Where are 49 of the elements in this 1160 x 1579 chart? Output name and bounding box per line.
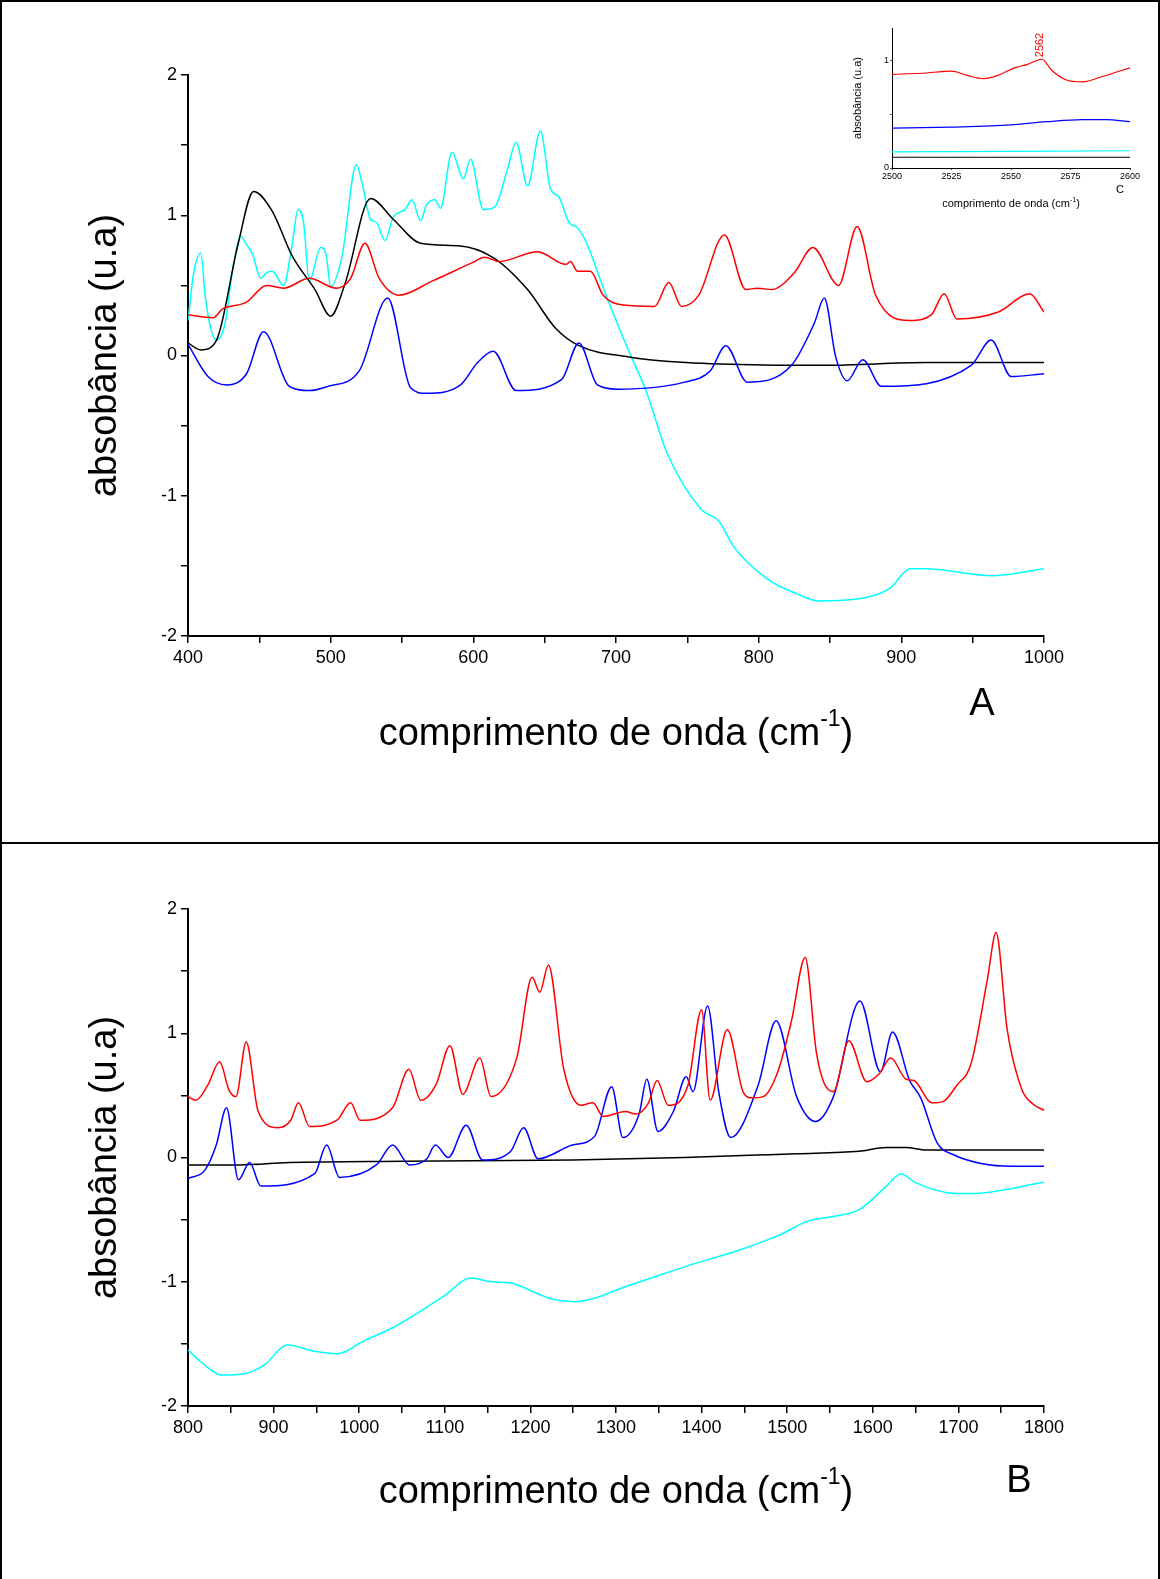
x-tick-label: 2500 [881, 170, 903, 181]
y-tick-label: -2 [160, 624, 177, 645]
y-tick-label: -1 [160, 1270, 177, 1291]
x-tick-label: 800 [172, 1416, 204, 1437]
y-tick-label: 1 [166, 204, 177, 225]
line-series [188, 931, 1044, 1129]
x-tick-label: 1100 [425, 1416, 465, 1437]
x-tick-label: 400 [172, 646, 204, 667]
x-tick-label: 2525 [941, 170, 962, 181]
x-tick-label: 1500 [767, 1416, 808, 1437]
x-tick-label: 900 [886, 646, 917, 667]
y-tick-label: 1 [166, 1022, 177, 1043]
x-tick-label: 1800 [1023, 1416, 1065, 1437]
annotation: 2562 [1032, 32, 1045, 58]
y-tick-label: 0 [883, 162, 889, 173]
x-tick-label: 600 [458, 646, 489, 667]
x-tick-label: 2550 [1000, 170, 1022, 181]
line-series [892, 58, 1130, 83]
y-axis-title: absobância (u.a) [82, 213, 125, 498]
y-tick-label: 0 [166, 344, 177, 365]
text: C [1116, 183, 1125, 196]
x-tick-label: 1200 [510, 1416, 551, 1437]
x-tick-label: 500 [315, 646, 346, 667]
y-tick-label: -2 [160, 1394, 177, 1415]
line-series [188, 1172, 1044, 1376]
text: A [969, 681, 996, 724]
y-axis-title: absobância (u.a) [851, 57, 864, 139]
line-series [188, 297, 1044, 395]
x-tick-label: 1700 [938, 1416, 979, 1437]
x-tick-label: 1000 [339, 1416, 380, 1437]
x-tick-label: 1400 [681, 1416, 722, 1437]
x-tick-label: 700 [600, 646, 632, 667]
x-tick-label: 800 [743, 646, 774, 667]
x-tick-label: 1600 [852, 1416, 893, 1437]
line-series [188, 225, 1044, 322]
line-series [892, 118, 1130, 129]
y-tick-label: 2 [166, 897, 177, 918]
x-tick-label: 900 [258, 1416, 289, 1437]
x-tick-label: 1300 [595, 1416, 637, 1437]
text: B [1006, 1458, 1032, 1501]
y-axis-title: absobância (u.a) [82, 1015, 125, 1300]
y-tick-label: 1 [883, 54, 889, 65]
line-series [188, 1000, 1044, 1187]
x-tick-label: 2575 [1060, 170, 1081, 181]
x-tick-label: 2600 [1119, 170, 1141, 181]
y-tick-label: -1 [160, 484, 177, 505]
y-tick-label: 0 [166, 1146, 177, 1167]
y-tick-label: 2 [166, 63, 177, 84]
x-tick-label: 1000 [1023, 646, 1065, 667]
